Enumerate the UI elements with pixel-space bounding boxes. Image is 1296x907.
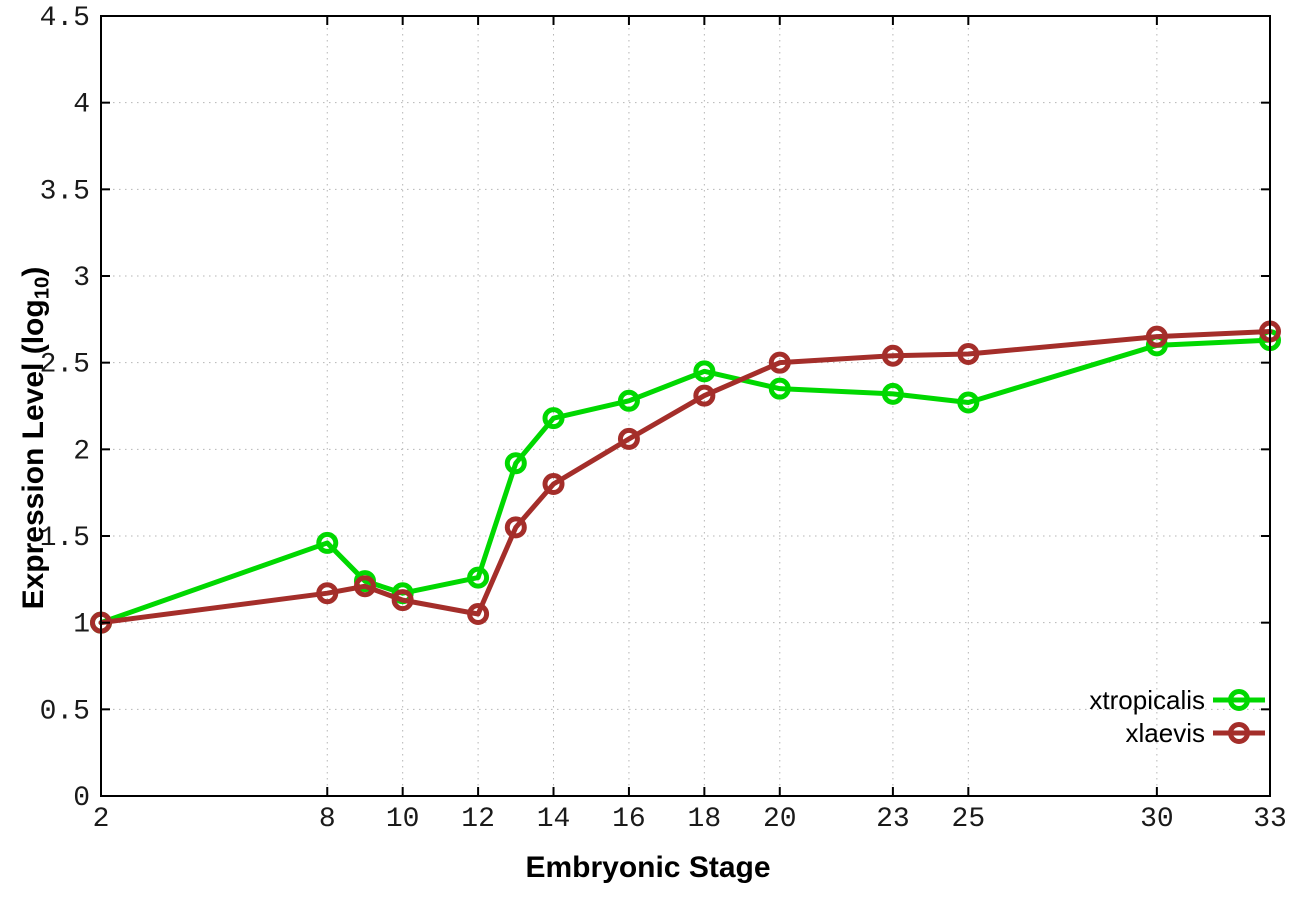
marker-point [617, 389, 640, 412]
marker-point [1145, 325, 1168, 348]
marker-point [542, 473, 565, 495]
marker-point [881, 344, 904, 367]
x-tick-label: 10 [386, 804, 420, 835]
y-tick-label: 0.5 [40, 696, 90, 727]
y-tick-label: 1 [73, 610, 90, 641]
x-tick-label: 20 [763, 804, 797, 835]
y-axis-title-subscript: 10 [31, 276, 54, 300]
y-tick-label: 3 [73, 263, 90, 294]
series-lines [90, 320, 1281, 634]
marker-point [504, 452, 527, 475]
series-line-xtropicalis [98, 337, 1273, 626]
x-tick-label: 18 [688, 804, 722, 835]
marker-point [391, 589, 414, 612]
x-tick-label: 2 [93, 804, 110, 835]
marker-point [693, 384, 716, 407]
y-tick-label: 4 [73, 90, 90, 121]
marker-point [353, 575, 376, 598]
marker-point [768, 377, 791, 400]
legend-item-xlaevis: xlaevis [1126, 718, 1265, 748]
x-axis-title: Embryonic Stage [525, 851, 771, 884]
marker-point [316, 582, 339, 605]
legend-label: xlaevis [1126, 718, 1205, 748]
plot-frame [100, 15, 1271, 797]
plot-border [100, 15, 1271, 797]
marker-point [316, 531, 339, 554]
y-tick-label: 1.5 [40, 523, 90, 554]
x-tick-label: 12 [461, 804, 495, 835]
y-axis-title: Expression Level (log10) [17, 188, 54, 688]
series-xtropicalis [90, 329, 1281, 634]
x-tick-label: 23 [876, 804, 910, 835]
marker-point [467, 566, 490, 589]
y-axis-title-suffix: ) [17, 266, 50, 277]
x-tick-label: 25 [952, 804, 986, 835]
x-tick-label: 8 [319, 804, 336, 835]
legend-marker-sample [1228, 689, 1250, 711]
y-axis-title-text: Expression Level (log [17, 299, 50, 610]
y-tick-label: 2.5 [40, 350, 90, 381]
y-tick-label: 0 [73, 783, 90, 814]
y-tick-label: 2 [73, 436, 90, 467]
series-xlaevis [90, 320, 1281, 634]
marker-point [542, 407, 565, 430]
marker-point [957, 343, 980, 365]
y-tick-labels: 0 0.5 1 1.5 2 2.5 3 3.5 4 4.5 [40, 3, 90, 814]
legend-item-xtropicalis: xtropicalis [1089, 685, 1265, 715]
y-tick-label: 3.5 [40, 176, 90, 207]
axis-ticks [100, 15, 1271, 797]
x-tick-label: 30 [1140, 804, 1174, 835]
legend-marker-sample [1228, 722, 1250, 744]
marker-point [693, 360, 716, 383]
marker-point [617, 427, 640, 450]
marker-point [504, 516, 527, 539]
x-tick-label: 16 [612, 804, 646, 835]
x-tick-label: 14 [537, 804, 571, 835]
series-line-xlaevis [98, 328, 1273, 626]
legend-label: xtropicalis [1089, 685, 1205, 715]
marker-point [467, 603, 490, 625]
y-tick-label: 4.5 [40, 3, 90, 34]
marker-point [957, 391, 980, 414]
marker-point [768, 351, 791, 374]
x-tick-labels: 2 8 10 12 14 16 18 20 23 25 30 33 [93, 804, 1287, 835]
marker-point [881, 382, 904, 405]
x-tick-label: 33 [1253, 804, 1287, 835]
